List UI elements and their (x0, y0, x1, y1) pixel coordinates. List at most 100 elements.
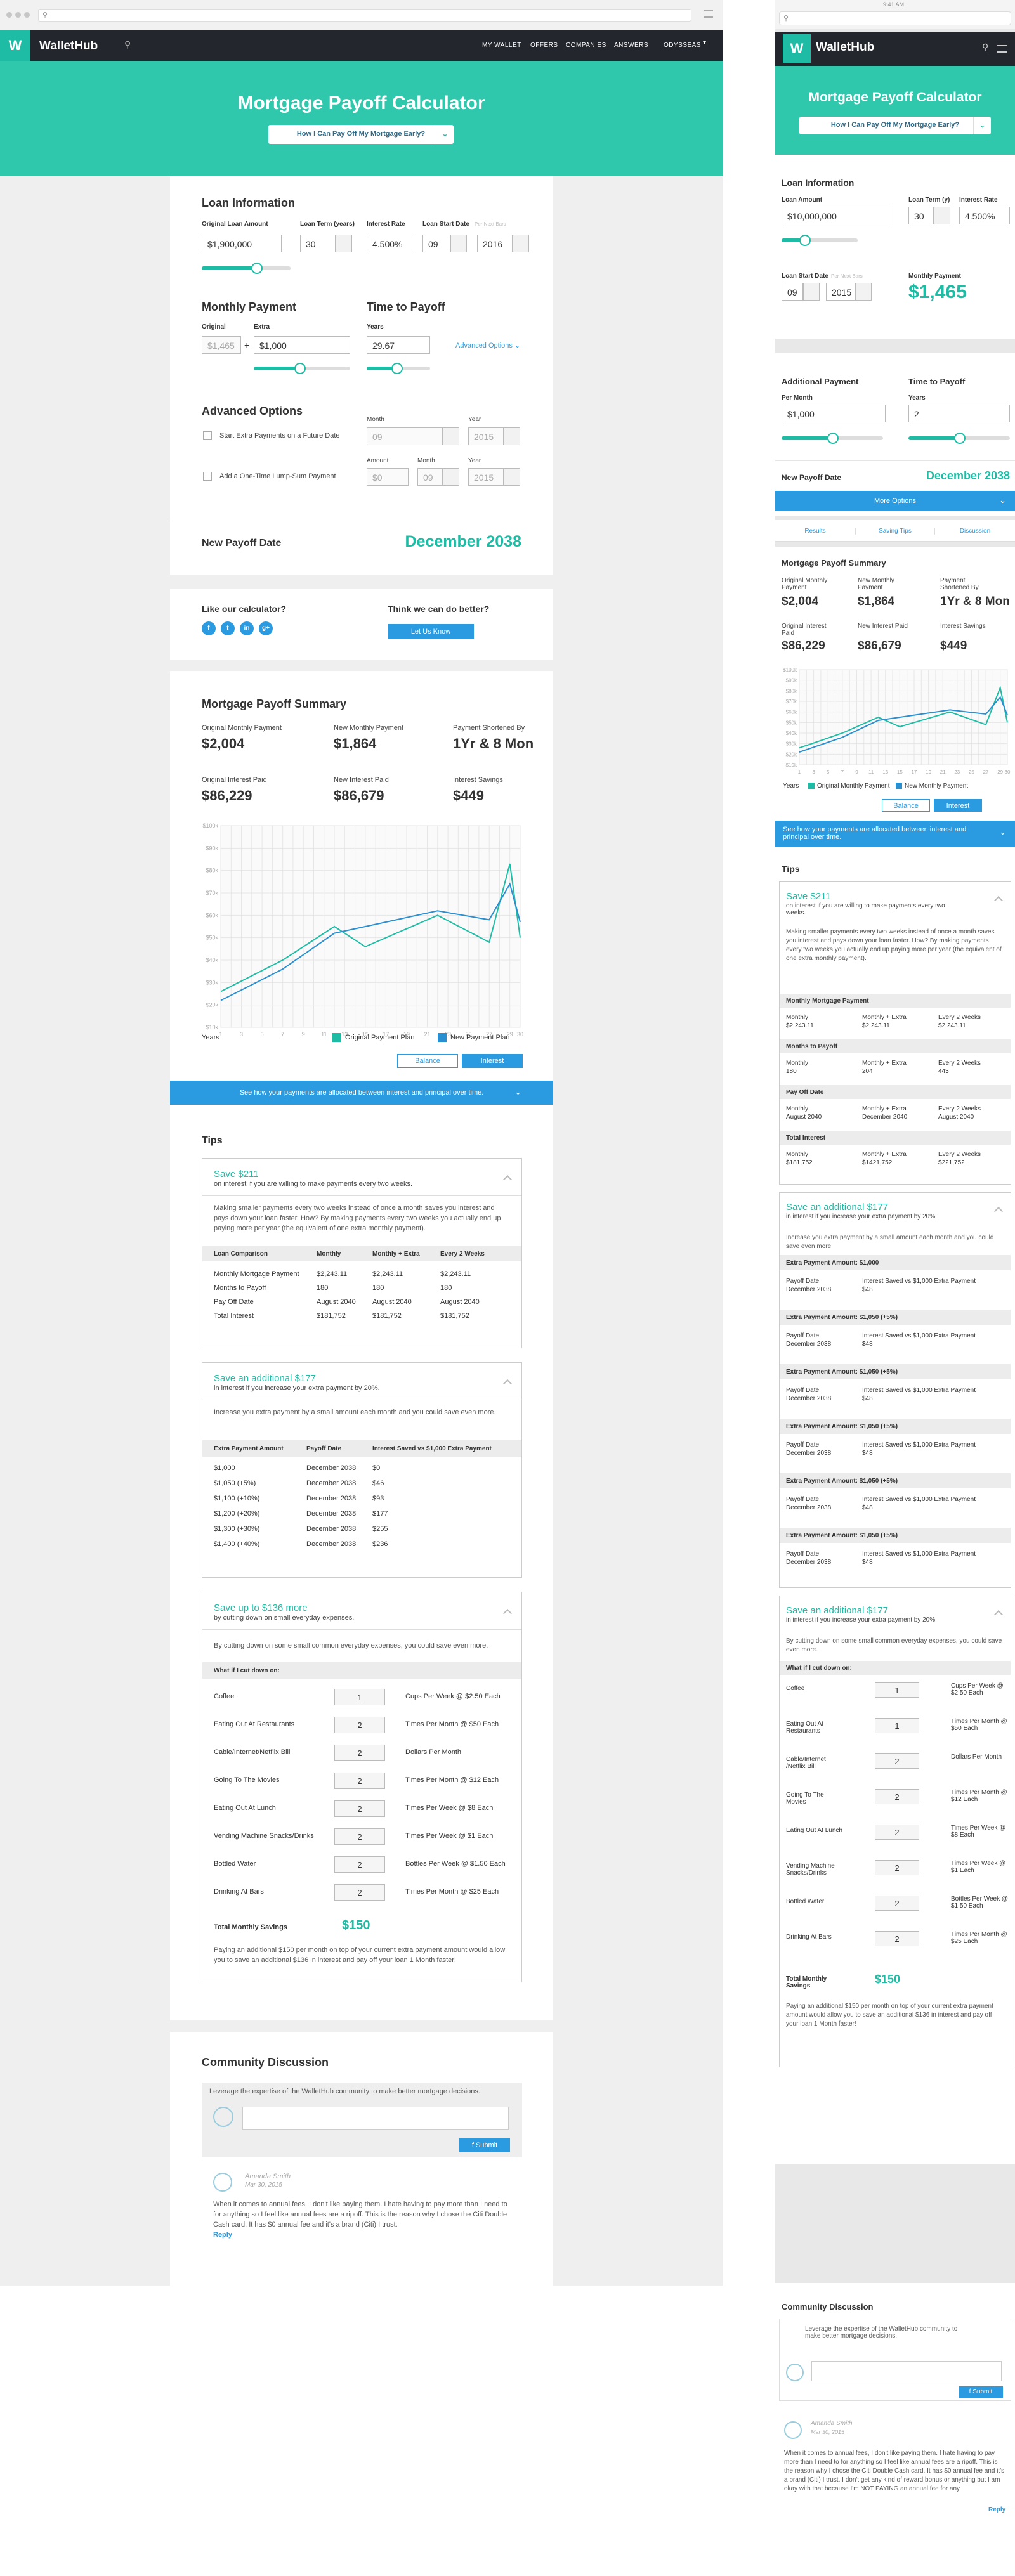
start-month-stepper[interactable] (803, 283, 820, 301)
chevron-up-icon[interactable] (502, 1379, 513, 1389)
expense-quantity-input[interactable]: 2 (334, 1828, 385, 1845)
years-slider[interactable] (367, 363, 430, 374)
slider-handle[interactable] (827, 433, 839, 444)
lump-sum-year-input[interactable]: 2015 (468, 468, 504, 486)
start-month-input[interactable]: 09 (422, 235, 450, 252)
future-date-checkbox[interactable] (203, 431, 212, 440)
reply-link[interactable]: Reply (213, 2231, 232, 2239)
start-month-input[interactable]: 09 (782, 283, 803, 301)
submit-button[interactable]: f Submit (459, 2138, 510, 2152)
original-loan-input[interactable]: $1,900,000 (202, 235, 282, 252)
loan-amount-input[interactable]: $10,000,000 (782, 207, 893, 224)
expense-quantity-input[interactable]: 1 (875, 1718, 919, 1733)
nav-link-answers[interactable]: ANSWERS (614, 42, 649, 49)
lump-sum-year-stepper[interactable] (504, 468, 520, 486)
expense-quantity-input[interactable]: 2 (875, 1931, 919, 1946)
start-year-input[interactable]: 2016 (477, 235, 513, 252)
nav-link-offers[interactable]: OFFERS (530, 42, 558, 49)
address-bar[interactable]: ⚲ (779, 11, 1011, 25)
future-month-stepper[interactable] (443, 427, 459, 445)
loan-term-stepper[interactable] (934, 207, 950, 224)
lump-sum-amount-input[interactable]: $0 (367, 468, 409, 486)
expense-quantity-input[interactable]: 1 (875, 1682, 919, 1698)
expense-quantity-input[interactable]: 2 (334, 1856, 385, 1873)
interest-rate-input[interactable]: 4.500% (367, 235, 412, 252)
chevron-up-icon[interactable] (502, 1608, 513, 1618)
extra-payment-input[interactable]: $1,000 (254, 336, 350, 354)
lump-sum-month-input[interactable]: 09 (417, 468, 443, 486)
lump-sum-checkbox[interactable] (203, 472, 212, 481)
loan-term-input[interactable]: 30 (300, 235, 336, 252)
reply-link[interactable]: Reply (988, 2506, 1006, 2513)
expense-quantity-input[interactable]: 1 (334, 1689, 385, 1705)
linkedin-icon[interactable]: in (240, 621, 254, 635)
question-dropdown[interactable]: How I Can Pay Off My Mortgage Early? ⌄ (799, 117, 991, 134)
expense-quantity-input[interactable]: 2 (334, 1745, 385, 1761)
interest-button[interactable]: Interest (462, 1054, 523, 1068)
advanced-options-link[interactable]: Advanced Options ⌄ (455, 341, 520, 349)
loan-amount-slider[interactable] (782, 235, 858, 246)
expense-quantity-input[interactable]: 2 (334, 1884, 385, 1901)
balance-button[interactable]: Balance (882, 799, 930, 812)
lump-sum-month-stepper[interactable] (443, 468, 459, 486)
nav-link-user-menu[interactable]: ODYSSEAS (664, 42, 702, 49)
more-options-button[interactable]: More Options ⌄ (775, 491, 1015, 511)
facebook-icon[interactable]: f (202, 621, 216, 635)
window-dot[interactable] (6, 12, 12, 18)
comment-input[interactable] (811, 2361, 1002, 2381)
brand-name[interactable]: WalletHub (39, 39, 98, 53)
slider-handle[interactable] (294, 363, 306, 374)
slider-handle[interactable] (391, 363, 403, 374)
tab-discussion[interactable]: Discussion (959, 528, 991, 535)
chevron-up-icon[interactable] (993, 1610, 1004, 1620)
comment-author[interactable]: Amanda Smith (245, 2173, 291, 2180)
tab-results[interactable]: Results (804, 528, 826, 535)
chevron-down-icon[interactable]: ▾ (703, 39, 707, 46)
extra-payment-slider[interactable] (254, 363, 350, 374)
window-dot[interactable] (24, 12, 30, 18)
let-us-know-button[interactable]: Let Us Know (388, 624, 474, 639)
menu-icon[interactable] (704, 10, 713, 18)
start-year-stepper[interactable] (513, 235, 529, 252)
loan-term-stepper[interactable] (336, 235, 352, 252)
search-icon[interactable]: ⚲ (982, 42, 989, 52)
expense-quantity-input[interactable]: 2 (875, 1860, 919, 1875)
expense-quantity-input[interactable]: 2 (334, 1800, 385, 1817)
interest-rate-input[interactable]: 4.500% (959, 207, 1010, 224)
question-dropdown[interactable]: How I Can Pay Off My Mortgage Early? ⌄ (268, 125, 454, 144)
address-bar[interactable]: ⚲ (38, 9, 691, 22)
expense-quantity-input[interactable]: 2 (334, 1773, 385, 1789)
tab-saving-tips[interactable]: Saving Tips (855, 528, 935, 535)
slider-handle[interactable] (954, 433, 966, 444)
future-year-stepper[interactable] (504, 427, 520, 445)
comment-author[interactable]: Amanda Smith (811, 2420, 853, 2427)
expense-quantity-input[interactable]: 2 (875, 1825, 919, 1840)
start-year-input[interactable]: 2015 (826, 283, 855, 301)
nav-link-my-wallet[interactable]: MY WALLET (482, 42, 521, 49)
nav-link-companies[interactable]: COMPANIES (566, 42, 606, 49)
per-month-input[interactable]: $1,000 (782, 405, 886, 422)
allocation-banner[interactable]: See how your payments are allocated betw… (170, 1081, 553, 1105)
slider-handle[interactable] (251, 263, 263, 274)
interest-button[interactable]: Interest (934, 799, 982, 812)
allocation-banner[interactable]: See how your payments are allocated betw… (775, 821, 1015, 847)
wallethub-logo[interactable]: W (783, 34, 811, 63)
future-year-input[interactable]: 2015 (468, 427, 504, 445)
search-icon[interactable]: ⚲ (124, 39, 131, 49)
years-input[interactable]: 29.67 (367, 336, 430, 354)
comment-input[interactable] (242, 2107, 509, 2130)
chevron-up-icon[interactable] (502, 1174, 513, 1185)
brand-name[interactable]: WalletHub (816, 41, 875, 54)
per-month-slider[interactable] (782, 433, 883, 444)
slider-handle[interactable] (799, 235, 811, 246)
balance-button[interactable]: Balance (397, 1054, 458, 1068)
start-year-stepper[interactable] (855, 283, 872, 301)
future-month-input[interactable]: 09 (367, 427, 443, 445)
loan-amount-slider[interactable] (202, 263, 291, 274)
expense-quantity-input[interactable]: 2 (875, 1896, 919, 1911)
twitter-icon[interactable]: t (221, 621, 235, 635)
years-input[interactable]: 2 (908, 405, 1010, 422)
wallethub-logo[interactable]: W (0, 30, 30, 61)
years-slider[interactable] (908, 433, 1010, 444)
chevron-up-icon[interactable] (993, 895, 1004, 906)
